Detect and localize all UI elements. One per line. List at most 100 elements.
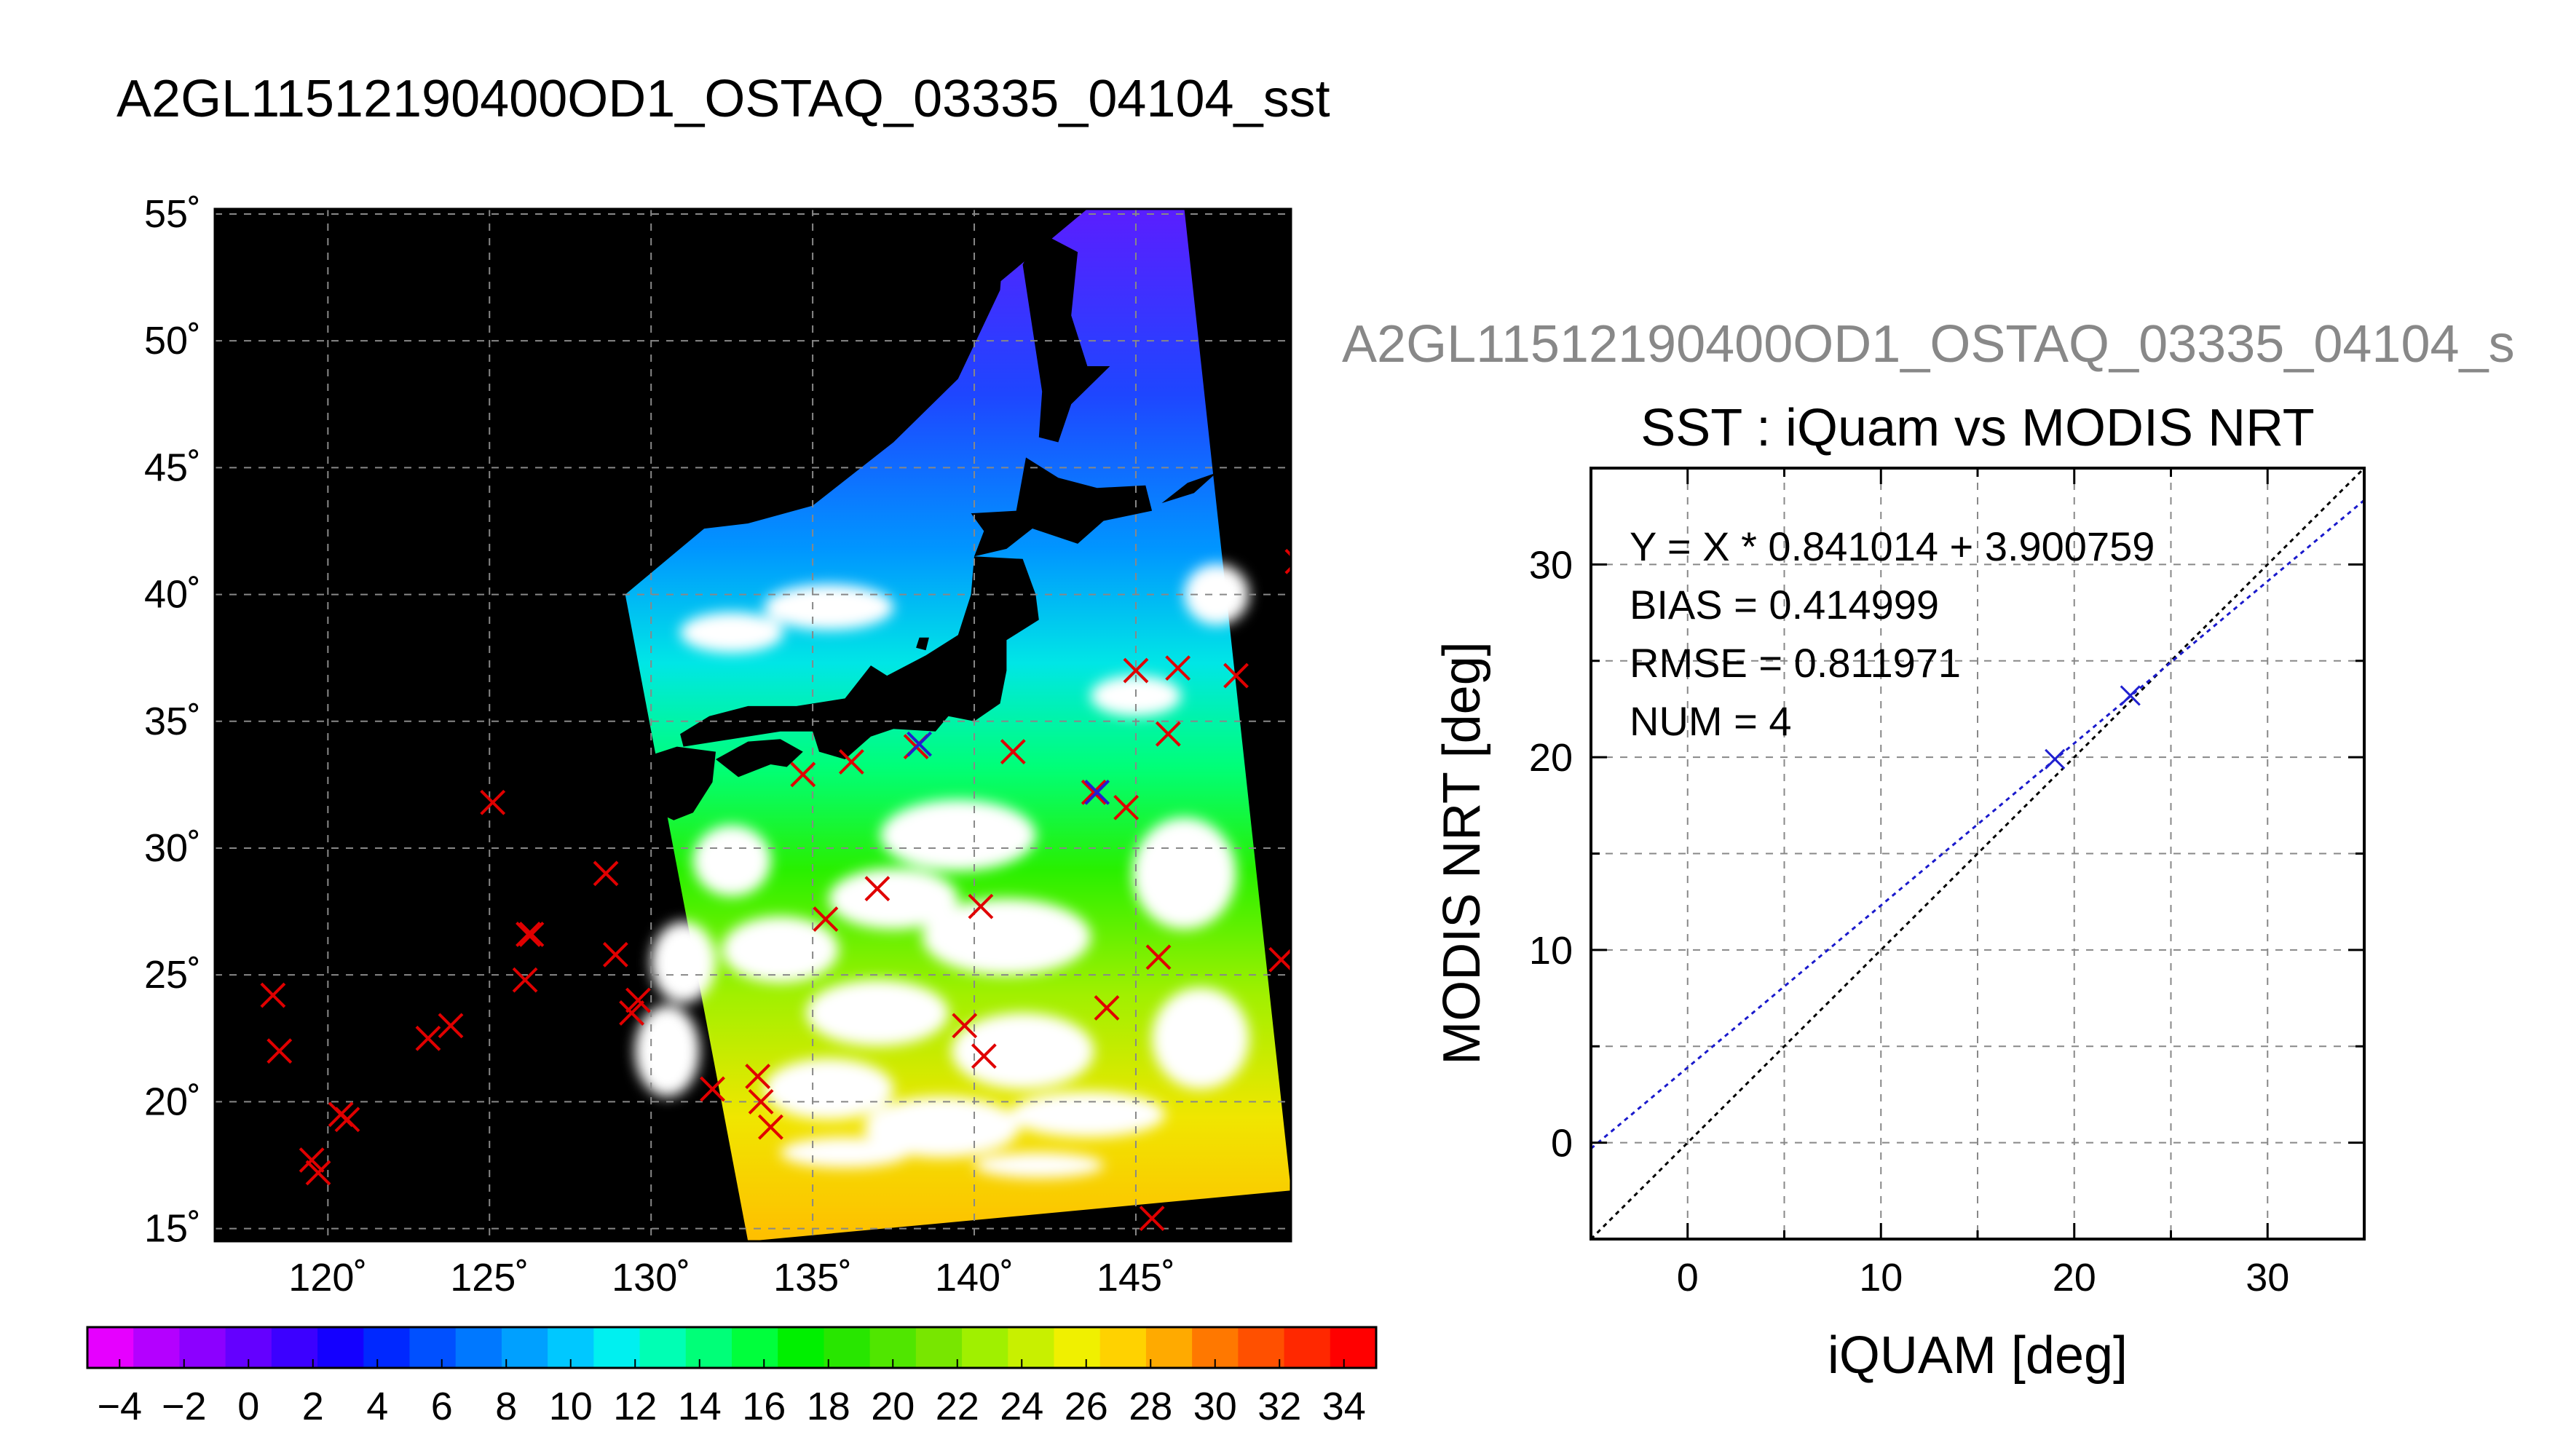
land-polygon xyxy=(215,209,1007,1026)
cloud-patch xyxy=(1184,563,1249,625)
scatter-tick-marks xyxy=(1591,468,2364,1239)
land-polygon xyxy=(638,746,716,820)
map-x-tick-label: 135˚ xyxy=(773,1256,852,1299)
scatter-plot: 0 10 20 30 0 10 20 30 Y = X * 0.841014 + 3.900… xyxy=(1529,467,2366,1299)
cloud-mask xyxy=(634,563,1249,1178)
scatter-y-tick-labels: 0 10 20 30 xyxy=(1529,543,1573,1165)
colorbar-tick-label: 22 xyxy=(936,1385,979,1428)
map-x-tick-label: 140˚ xyxy=(935,1256,1014,1299)
cloud-patch xyxy=(951,1013,1094,1089)
map-y-tick-label: 55˚ xyxy=(144,192,201,236)
cloud-patch xyxy=(722,917,839,983)
cloud-patch xyxy=(764,1059,894,1120)
colorbar-swatch xyxy=(179,1327,226,1368)
colorbar-swatch xyxy=(639,1327,687,1368)
land-polygon xyxy=(716,739,803,778)
colorbar-swatch xyxy=(271,1327,318,1368)
scatter-x-tick-label: 10 xyxy=(1859,1256,1903,1299)
scatter-y-tick-label: 0 xyxy=(1551,1122,1573,1166)
iquam-marker xyxy=(745,1064,771,1089)
colorbar-swatch xyxy=(962,1327,1008,1368)
scatter-x-tick-label: 20 xyxy=(2053,1256,2096,1299)
colorbar-swatch xyxy=(501,1327,548,1368)
iquam-marker xyxy=(1268,946,1291,973)
iquam-marker xyxy=(1094,995,1120,1021)
land-polygon xyxy=(1022,232,1110,443)
map-y-tick-label: 20˚ xyxy=(144,1080,201,1123)
scatter-x-axis-label: iQUAM [deg] xyxy=(1828,1326,2128,1385)
sst-map: 120˚ 125˚ 130˚ 135˚ 140˚ 145˚ 55˚ 50˚ 45˚ 40˚ 35˚… xyxy=(144,192,1292,1299)
scatter-y-tick-label: 10 xyxy=(1529,929,1573,973)
colorbar-swatch xyxy=(1099,1327,1147,1368)
colorbar-tick-label: 28 xyxy=(1129,1385,1172,1428)
iquam-marker xyxy=(838,749,864,775)
colorbar-swatch xyxy=(732,1327,778,1368)
map-frame xyxy=(213,207,1292,1243)
scatter-file-title: A2GL11512190400OD1_OSTAQ_03335_04104_s xyxy=(1342,315,2515,373)
iquam-marker xyxy=(968,893,994,919)
iquam-marker xyxy=(700,1076,725,1102)
colorbar-swatch xyxy=(824,1327,871,1368)
colorbar-swatch xyxy=(1284,1327,1331,1368)
map-y-tick-label: 25˚ xyxy=(144,953,201,997)
colorbar-tick-label: −4 xyxy=(97,1385,142,1428)
colorbar-swatch xyxy=(317,1327,364,1368)
scatter-point xyxy=(2120,685,2141,706)
regression-line xyxy=(1591,499,2364,1150)
scatter-x-tick-label: 30 xyxy=(2246,1256,2289,1299)
iquam-markers xyxy=(260,548,1291,1232)
cloud-patch xyxy=(829,868,958,930)
iquam-marker xyxy=(1223,662,1249,689)
cloud-patch xyxy=(680,612,784,653)
cloud-patch xyxy=(634,1005,700,1097)
iquam-marker xyxy=(790,761,816,788)
cloud-patch xyxy=(651,922,716,1003)
land-polygon xyxy=(1161,472,1217,504)
colorbar-tick-label: 4 xyxy=(366,1385,388,1428)
colorbar-tick-label: 30 xyxy=(1193,1385,1237,1428)
iquam-marker xyxy=(1284,548,1291,574)
scatter-y-tick-label: 30 xyxy=(1529,543,1573,587)
map-y-tick-label: 50˚ xyxy=(144,319,201,363)
cloud-patch xyxy=(864,1096,1020,1158)
colorbar: −4 −2 0 2 4 6 8 10 12 14 16 18 20 22 24 26 28 30 32 34 xyxy=(86,1326,1378,1428)
colorbar-tick-label: 32 xyxy=(1257,1385,1301,1428)
map-y-tick-label: 30˚ xyxy=(144,826,201,870)
colorbar-swatch xyxy=(133,1327,180,1368)
matchup-marker xyxy=(1084,779,1110,805)
colorbar-swatch xyxy=(87,1327,134,1368)
map-y-tick-label: 40˚ xyxy=(144,573,201,617)
iquam-marker xyxy=(1081,779,1107,805)
map-x-tick-label: 145˚ xyxy=(1097,1256,1175,1299)
matchup-marker xyxy=(907,731,932,757)
colorbar-swatch xyxy=(1145,1327,1193,1368)
scatter-title: SST : iQuam vs MODIS NRT xyxy=(1640,399,2315,457)
fit-stat-line: BIAS = 0.414999 xyxy=(1630,582,1939,628)
iquam-marker xyxy=(305,1160,331,1186)
iquam-marker xyxy=(266,1038,293,1064)
scatter-y-tick-label: 20 xyxy=(1529,736,1573,780)
iquam-marker xyxy=(971,1043,997,1069)
iquam-marker xyxy=(748,1088,774,1115)
map-x-tick-label: 130˚ xyxy=(612,1256,690,1299)
scatter-point xyxy=(2045,748,2066,769)
colorbar-tick-label: 6 xyxy=(431,1385,453,1428)
colorbar-tick-label: 2 xyxy=(302,1385,324,1428)
iquam-marker xyxy=(1155,721,1181,747)
colorbar-tick-label: 12 xyxy=(613,1385,657,1428)
colorbar-swatches xyxy=(87,1327,1377,1368)
iquam-marker xyxy=(813,906,839,932)
colorbar-tick-label: 16 xyxy=(742,1385,786,1428)
map-y-tick-label: 45˚ xyxy=(144,446,201,489)
iquam-marker xyxy=(1139,1206,1165,1232)
cloud-patch xyxy=(1009,1091,1165,1138)
colorbar-tick-label: 0 xyxy=(237,1385,259,1428)
colorbar-swatch xyxy=(685,1327,732,1368)
scatter-x-tick-label: 0 xyxy=(1677,1256,1699,1299)
colorbar-swatch xyxy=(363,1327,410,1368)
colorbar-swatch xyxy=(455,1327,502,1368)
map-x-tick-label: 120˚ xyxy=(288,1256,367,1299)
land-polygon xyxy=(971,457,1153,557)
cloud-patch xyxy=(1132,818,1236,930)
colorbar-tick-labels: −4 −2 0 2 4 6 8 10 12 14 16 18 20 22 24 26 28 30 32 34 xyxy=(97,1359,1366,1428)
